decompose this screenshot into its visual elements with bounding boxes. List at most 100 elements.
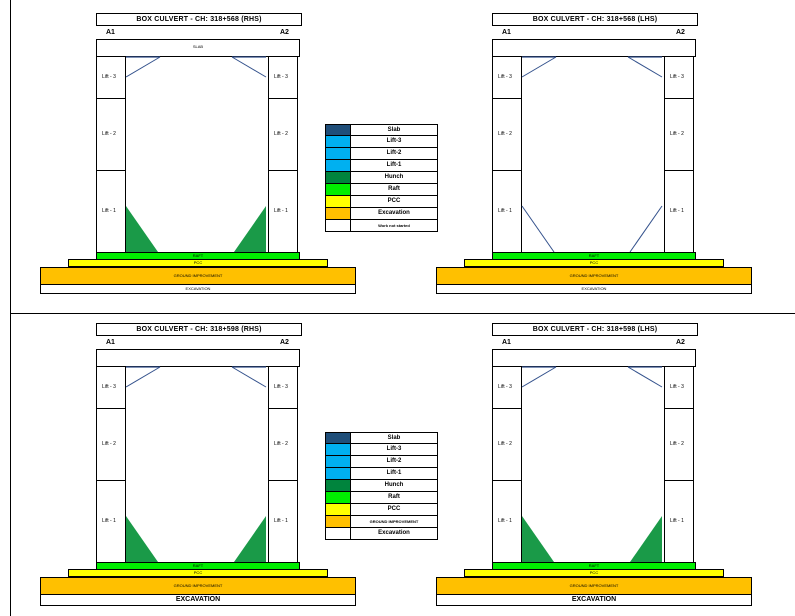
slab-block: [96, 349, 300, 367]
legend-swatch: [326, 125, 351, 135]
legend-row: Work not started: [326, 220, 437, 231]
legend-row: PCC: [326, 504, 437, 516]
legend-label: GROUND IMPROVEMENT: [369, 519, 419, 524]
legend-label: Slab: [387, 127, 401, 133]
culvert-interior: [521, 366, 663, 562]
legend-row: Lift-3: [326, 444, 437, 456]
legend-label: Work not started: [378, 223, 410, 228]
wall-cell: Lift - 3: [269, 367, 297, 409]
lift-label: Lift - 3: [670, 384, 684, 390]
top-left-haunch-line: [125, 56, 161, 78]
legend-label: Lift-1: [386, 470, 402, 476]
excavation-layer: EXCAVATION: [436, 284, 752, 294]
legend-label: Raft: [388, 494, 400, 500]
wall-left: Lift - 3 Lift - 2 Lift - 1: [96, 366, 126, 564]
wall-cell: Lift - 3: [665, 57, 693, 99]
wall-cell: Lift - 2: [269, 99, 297, 171]
legend-row: Lift-3: [326, 136, 437, 148]
legend-swatch: [326, 208, 351, 219]
lift-label: Lift - 3: [102, 384, 116, 390]
wall-cell: Lift - 2: [493, 99, 521, 171]
legend-row: Excavation: [326, 208, 437, 220]
legend-swatch: [326, 148, 351, 159]
top-left-haunch-line: [521, 366, 557, 388]
lift-label: Lift - 1: [274, 208, 288, 214]
end-label-right: A2: [280, 339, 289, 346]
legend-row: Lift-1: [326, 468, 437, 480]
lift-label: Lift - 3: [498, 384, 512, 390]
culvert-interior: [125, 366, 267, 562]
legend-row: Slab: [326, 125, 437, 136]
ground-improvement-layer: GROUND IMPROVEMENT: [40, 577, 356, 595]
lift-label: Lift - 1: [670, 208, 684, 214]
lift-label: Lift - 1: [498, 518, 512, 524]
quadrant-divider: [10, 313, 795, 314]
top-right-haunch-line: [231, 56, 267, 78]
legend-swatch: [326, 444, 351, 455]
lift-label: Lift - 3: [670, 74, 684, 80]
ground-improvement-layer: GROUND IMPROVEMENT: [436, 577, 752, 595]
bottom-right-haunch-line: [629, 205, 663, 253]
legend-swatch: [326, 492, 351, 503]
legend-row: Slab: [326, 433, 437, 444]
panel-title: BOX CULVERT - CH: 318+568 (LHS): [492, 13, 698, 26]
legend-row: Raft: [326, 184, 437, 196]
legend-swatch: [326, 480, 351, 491]
pcc-layer: PCC: [68, 259, 328, 267]
lift-label: Lift - 2: [102, 441, 116, 447]
lift-label: Lift - 1: [274, 518, 288, 524]
legend-swatch: [326, 468, 351, 479]
bottom-left-haunch: [126, 516, 158, 562]
pcc-layer: PCC: [68, 569, 328, 577]
legend-label: Raft: [388, 186, 400, 192]
legend-row: Excavation: [326, 528, 437, 539]
top-right-haunch-line: [231, 366, 267, 388]
bottom-left-haunch: [522, 516, 554, 562]
lift-label: Lift - 2: [670, 441, 684, 447]
pcc-layer: PCC: [464, 259, 724, 267]
slab-block: [492, 39, 696, 57]
legend-label: Slab: [387, 435, 401, 441]
wall-cell: Lift - 2: [269, 409, 297, 481]
wall-cell: Lift - 2: [493, 409, 521, 481]
top-left-haunch-line: [521, 56, 557, 78]
legend-swatch: [326, 172, 351, 183]
legend-row: PCC: [326, 196, 437, 208]
excavation-layer: EXCAVATION: [40, 594, 356, 606]
lift-label: Lift - 1: [102, 208, 116, 214]
legend-swatch: [326, 136, 351, 147]
wall-cell: Lift - 2: [665, 99, 693, 171]
end-label-right: A2: [280, 29, 289, 36]
lift-label: Lift - 2: [274, 131, 288, 137]
lift-label: Lift - 3: [274, 74, 288, 80]
legend-top: Slab Lift-3 Lift-2 Lift-1 Hunch Raft PCC Excava…: [325, 124, 438, 232]
bottom-right-haunch: [630, 516, 662, 562]
lift-label: Lift - 1: [102, 518, 116, 524]
legend-label: Hunch: [384, 174, 404, 180]
wall-cell: Lift - 2: [97, 409, 125, 481]
legend-swatch: [326, 516, 351, 527]
excavation-layer: EXCAVATION: [436, 594, 752, 606]
wall-cell: Lift - 2: [665, 409, 693, 481]
legend-row: Lift-2: [326, 456, 437, 468]
legend-label: Lift-2: [386, 150, 402, 156]
wall-left: Lift - 3 Lift - 2 Lift - 1: [492, 366, 522, 564]
ground-improvement-layer: GROUND IMPROVEMENT: [40, 267, 356, 285]
wall-right: Lift - 3 Lift - 2 Lift - 1: [664, 56, 694, 254]
culvert-interior: [521, 56, 663, 253]
pcc-layer: PCC: [464, 569, 724, 577]
legend-row: Lift-2: [326, 148, 437, 160]
top-right-haunch-line: [627, 56, 663, 78]
wall-cell: Lift - 3: [269, 57, 297, 99]
end-label-left: A1: [502, 29, 511, 36]
slab-block: [492, 349, 696, 367]
wall-cell: Lift - 3: [493, 57, 521, 99]
legend-label: PCC: [387, 198, 401, 204]
wall-cell: Lift - 3: [493, 367, 521, 409]
legend-label: PCC: [387, 506, 401, 512]
end-label-left: A1: [106, 29, 115, 36]
wall-cell: Lift - 3: [665, 367, 693, 409]
legend-swatch: [326, 456, 351, 467]
legend-swatch: [326, 160, 351, 171]
legend-row: Hunch: [326, 480, 437, 492]
